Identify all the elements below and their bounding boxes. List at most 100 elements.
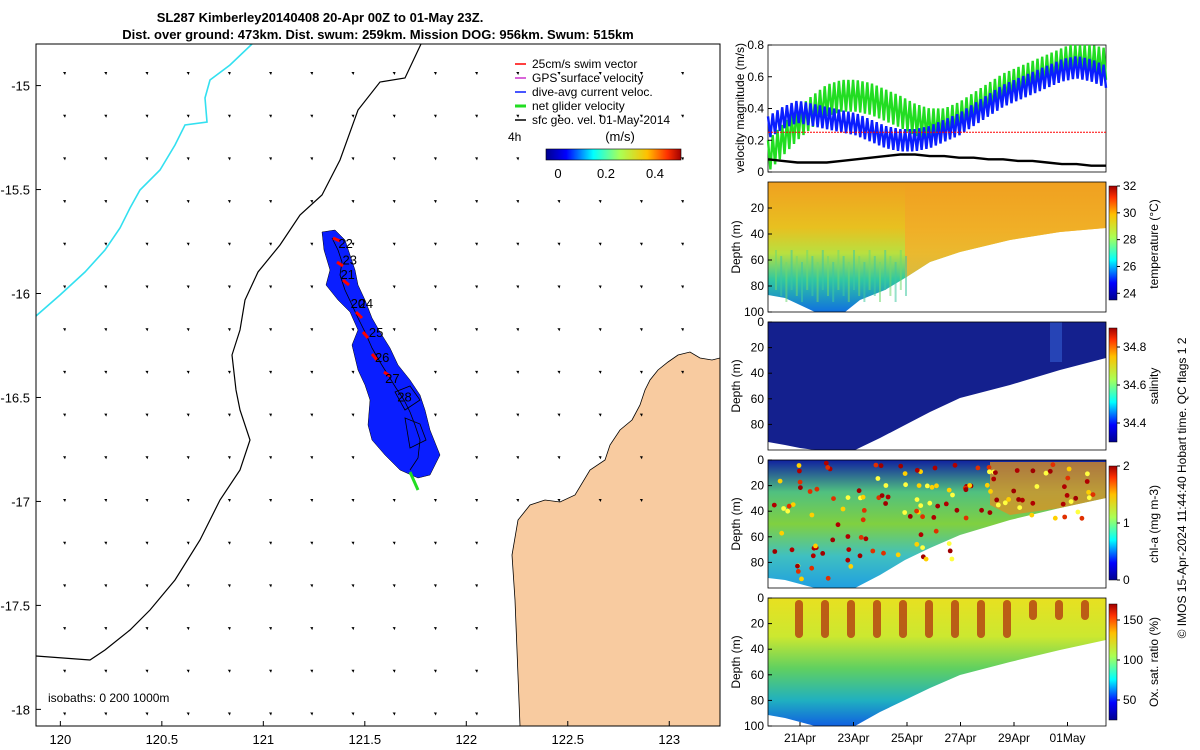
geo-vector-arrow-221	[227, 712, 231, 716]
geo-vector-arrow-204	[433, 627, 437, 631]
chla-dot-78	[914, 497, 920, 502]
chla-dot-63	[845, 495, 851, 500]
geo-vector-arrow-222	[269, 712, 272, 716]
oxY-label-4: 80	[751, 693, 765, 707]
salY-label-2: 40	[751, 366, 765, 380]
chla-dot-14	[907, 514, 913, 519]
geo-vector-arrow-153	[475, 456, 478, 460]
time-xticks: 21Apr 23Apr 25Apr 27Apr 29Apr 01May	[784, 722, 1086, 745]
chla-dot-54	[987, 510, 993, 515]
geo-vector-arrow-130	[145, 413, 149, 417]
chla-dot-20	[885, 494, 891, 500]
chla-dot-37	[1052, 515, 1058, 521]
colorbar-gradient	[545, 148, 682, 161]
time-xtick-label-2: 25Apr	[891, 731, 923, 745]
oxygen-stripe-4	[899, 600, 907, 638]
chla-dot-92	[984, 482, 990, 488]
map-xtick-label-4: 122	[455, 732, 477, 747]
geo-vector-arrow-181	[392, 541, 396, 545]
oxY-label-0: 0	[757, 591, 764, 605]
chla-dot-19	[820, 551, 826, 556]
salinity-yticks: 0 20 40 60 80	[751, 315, 772, 431]
geo-vector-arrow-82	[145, 285, 149, 289]
tempY-label-1: 40	[751, 227, 765, 241]
chla-dot-36	[858, 535, 864, 540]
chla-ylabel: Depth (m)	[729, 497, 743, 550]
chla-dot-69	[772, 549, 778, 554]
velocity-ylabel: velocity magnitude (m/s)	[733, 43, 747, 173]
chla-dot-71	[881, 550, 886, 556]
geo-vector-arrow-200	[269, 627, 272, 631]
chla-dot-25	[1020, 497, 1025, 503]
geo-vector-arrow-187	[186, 584, 190, 588]
geo-vector-arrow-81	[104, 285, 108, 289]
day-label-7: 27	[385, 371, 399, 386]
geo-vector-arrow-84	[227, 285, 231, 289]
chla-dot-81	[809, 565, 815, 571]
oxygen-stripe-10	[1055, 600, 1063, 620]
geo-vector-arrow-42	[475, 157, 478, 161]
geo-vector-arrow-76	[557, 242, 561, 246]
velocity-ytick-label-2: 0.4	[747, 102, 764, 116]
geo-vector-arrow-55	[351, 200, 355, 204]
geo-vector-arrow-32	[63, 157, 66, 161]
oxygen-diurnal-stripes	[795, 600, 1089, 638]
geo-vector-arrow-7	[351, 72, 355, 75]
temp-stripe-18	[868, 250, 871, 290]
geo-vector-arrow-40	[392, 157, 396, 161]
chla-dot-66	[975, 465, 981, 471]
geo-vector-arrow-207	[104, 669, 108, 673]
geo-vector-arrow-77	[598, 242, 602, 246]
chla-dot-128	[1034, 484, 1040, 489]
salinity-data-fill	[768, 322, 1106, 450]
geo-vector-arrow-188	[227, 584, 231, 588]
geo-vector-arrow-190	[310, 584, 314, 588]
salY-label-4: 80	[751, 417, 765, 431]
geo-vector-arrow-22	[310, 114, 314, 118]
geo-vector-arrow-215	[433, 669, 437, 673]
geo-vector-arrow-99	[186, 328, 190, 332]
geo-vector-arrow-64	[63, 242, 66, 246]
geo-vector-arrow-41	[433, 157, 437, 161]
geo-vector-arrow-160	[145, 499, 149, 502]
chla-dot-106	[870, 548, 876, 554]
geo-vector-arrow-150	[351, 456, 355, 460]
chla-dot-113	[902, 510, 908, 515]
geo-vector-arrow-49	[104, 200, 108, 204]
time-xtick-label-3: 27Apr	[944, 731, 976, 745]
oxygen-stripe-2	[847, 600, 855, 638]
geo-vector-arrow-107	[516, 328, 520, 332]
chla-dot-40	[952, 462, 958, 468]
geo-vector-arrow-37	[269, 157, 272, 161]
glider-track	[321, 229, 441, 491]
velocity-ytick-label-1: 0.2	[747, 133, 764, 147]
chla-dot-39	[1016, 497, 1021, 502]
chla-dot-97	[923, 556, 929, 562]
chla-dot-53	[1002, 500, 1008, 506]
oxygen-stripe-6	[951, 600, 959, 638]
geo-vector-arrow-132	[227, 413, 231, 417]
chla-dot-82	[988, 489, 993, 494]
chla-dot-50	[810, 553, 816, 559]
geo-vector-arrow-106	[475, 328, 478, 332]
geo-vector-arrow-72	[392, 242, 396, 246]
geo-vector-arrow-169	[516, 499, 520, 502]
geo-vector-arrow-53	[269, 200, 272, 204]
chla-dot-38	[1075, 509, 1081, 515]
geo-vector-arrow-25	[433, 114, 437, 118]
chla-dot-125	[845, 534, 851, 539]
chla-dot-127	[895, 552, 901, 558]
geo-vector-arrow-36	[227, 157, 231, 161]
velocity-panel: 0 0.2 0.4 0.6 0.8 velocity magnitude (m/s)	[733, 38, 1108, 179]
chla-dot-91	[1090, 492, 1096, 497]
geo-vector-arrow-216	[475, 669, 478, 673]
chla-dot-132	[860, 494, 866, 500]
geo-vector-arrow-100	[227, 328, 231, 332]
geo-vector-arrow-94	[639, 285, 643, 289]
temperature-yticks: 20 40 60 80 100	[744, 201, 772, 319]
geo-vector-arrow-60	[557, 200, 561, 204]
geo-vector-arrow-31	[681, 114, 684, 118]
salY-label-3: 60	[751, 392, 765, 406]
